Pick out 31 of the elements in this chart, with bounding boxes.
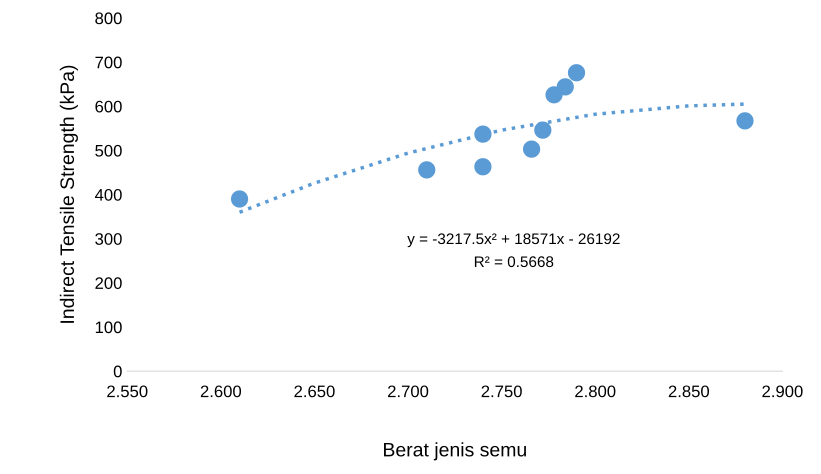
point bbox=[568, 64, 586, 82]
point bbox=[522, 140, 540, 158]
y-tick-label: 500 bbox=[95, 144, 122, 157]
x-tick-label: 2.600 bbox=[200, 385, 242, 398]
x-tick-label: 2.900 bbox=[762, 385, 803, 398]
x-tick-label: 2.550 bbox=[107, 385, 148, 398]
point bbox=[545, 86, 563, 104]
x-tick-label: 2.850 bbox=[668, 385, 710, 398]
annotation: y = -3217.5x² + 18571x - 26192 bbox=[407, 233, 620, 248]
y-tick-label: 300 bbox=[95, 233, 122, 245]
x-tick-label: 2.800 bbox=[575, 385, 616, 398]
y-tick-label: 200 bbox=[95, 277, 122, 290]
y-tick-label: 800 bbox=[95, 12, 122, 24]
point bbox=[474, 158, 492, 176]
point bbox=[418, 161, 436, 178]
y-tick-label: 400 bbox=[94, 188, 122, 201]
point bbox=[556, 78, 574, 96]
point bbox=[736, 112, 754, 130]
y-axis-title: Indirect Tensile Strength (kPa) bbox=[60, 66, 78, 323]
y-tick-label: 600 bbox=[95, 100, 122, 112]
x-tick-label: 2.750 bbox=[482, 385, 522, 398]
x-tick-label: 2.700 bbox=[388, 385, 428, 398]
point bbox=[474, 125, 492, 143]
y-tick-label: 100 bbox=[96, 321, 122, 334]
x-axis-title: Berat jenis semu bbox=[384, 442, 526, 460]
y-tick-label: 700 bbox=[95, 56, 122, 68]
x-tick-label: 2.650 bbox=[294, 385, 335, 398]
annotation: R² = 0.5668 bbox=[474, 256, 554, 268]
point bbox=[534, 122, 552, 139]
y-tick-label: 0 bbox=[114, 366, 122, 378]
point bbox=[230, 190, 248, 208]
